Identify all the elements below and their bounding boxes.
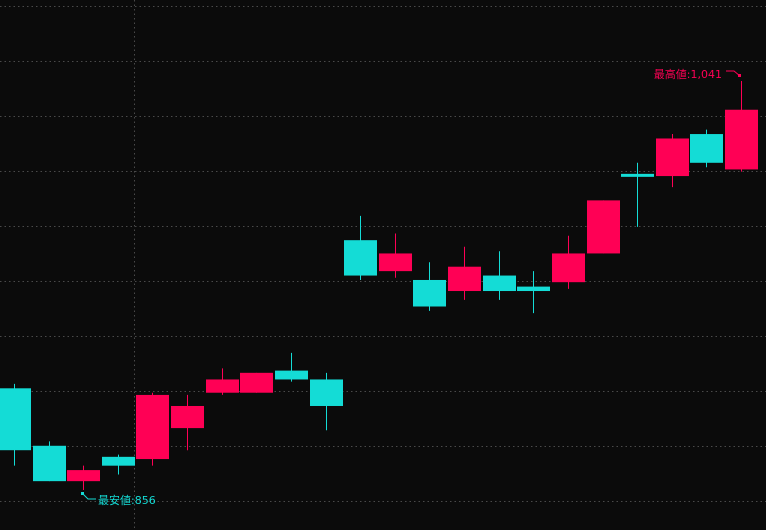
candle	[344, 215, 377, 280]
candle	[310, 372, 343, 431]
candle-body	[587, 200, 620, 254]
candle-body	[517, 286, 550, 292]
candle	[33, 441, 66, 482]
candle-body	[206, 379, 239, 393]
candle-body	[136, 394, 169, 460]
low-arrow-icon	[81, 492, 96, 500]
high-label: 最高値:1,041	[654, 67, 722, 81]
candle-body	[413, 279, 446, 307]
candle-body	[67, 470, 100, 482]
candles	[0, 81, 758, 490]
candle-body	[379, 253, 412, 272]
candle-body	[0, 388, 31, 451]
candle-body	[171, 405, 204, 429]
candle-body	[344, 240, 377, 276]
candle	[379, 233, 412, 278]
candle-body	[240, 372, 273, 393]
candle	[656, 134, 689, 188]
candle-body	[448, 266, 481, 292]
candle	[136, 392, 169, 466]
candle	[206, 368, 239, 395]
candle	[67, 465, 100, 490]
candle	[725, 81, 758, 172]
candle	[587, 200, 620, 254]
high-arrow-icon	[726, 70, 741, 77]
candle	[413, 262, 446, 311]
candle-body	[310, 379, 343, 406]
low-label: 最安値:856	[98, 493, 156, 507]
candle	[0, 383, 31, 466]
candle	[517, 271, 550, 314]
candle-body	[725, 109, 758, 170]
candle-body	[656, 138, 689, 177]
candle	[483, 251, 516, 300]
candle	[275, 352, 308, 382]
high-arrowhead-icon	[738, 74, 741, 77]
annotations: 最高値:1,041 最安値:856	[81, 67, 741, 507]
candle	[690, 129, 723, 168]
candle-body	[621, 173, 654, 177]
candle-body	[33, 445, 66, 482]
candle-body	[690, 134, 723, 163]
candle	[621, 162, 654, 227]
candle-body	[275, 370, 308, 380]
candle-body	[552, 253, 585, 283]
candle	[102, 454, 135, 475]
candle	[240, 372, 273, 393]
candle	[171, 394, 204, 451]
low-arrowhead-icon	[81, 491, 84, 495]
candle-body	[483, 275, 516, 292]
candle	[448, 246, 481, 300]
candle	[552, 235, 585, 289]
candle-body	[102, 456, 135, 466]
